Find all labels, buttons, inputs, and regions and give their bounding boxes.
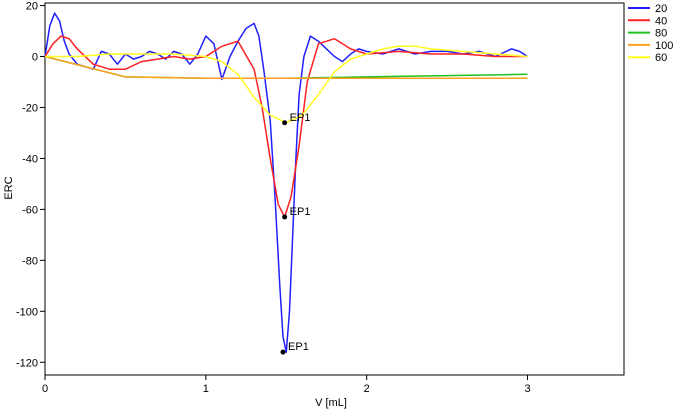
endpoint-label: EP1 — [290, 206, 311, 218]
endpoint-marker — [282, 214, 288, 220]
y-tick-label: -20 — [22, 102, 38, 114]
legend-label-100: 100 — [655, 40, 673, 52]
legend-label-60: 60 — [655, 52, 667, 64]
y-axis-title: ERC — [3, 176, 15, 199]
legend-label-40: 40 — [655, 15, 667, 27]
y-tick-label: -120 — [16, 357, 38, 369]
y-tick-label: -60 — [22, 204, 38, 216]
x-tick-label: 0 — [42, 383, 48, 395]
y-tick-label: -40 — [22, 153, 38, 165]
endpoint-marker — [280, 349, 286, 355]
series-line-100 — [44, 55, 528, 79]
axes: 0 1 2 3 20 0 -20 -40 -60 -80 -100 -120 — [16, 1, 531, 395]
plot-area — [44, 2, 625, 376]
series-line-60 — [45, 45, 528, 124]
annotations: EP1 EP1 EP1 — [280, 112, 311, 355]
series-lines — [44, 12, 528, 353]
x-tick-label: 2 — [364, 383, 370, 395]
x-tick-label: 1 — [203, 383, 209, 395]
y-tick-label: -100 — [16, 306, 38, 318]
x-tick-label: 3 — [524, 383, 530, 395]
endpoint-label: EP1 — [288, 341, 309, 353]
legend-label-80: 80 — [655, 28, 667, 40]
endpoint-label: EP1 — [290, 112, 311, 124]
plot-frame — [44, 2, 625, 376]
series-line-40 — [44, 35, 528, 218]
x-axis-title: V [mL] — [315, 397, 347, 409]
y-tick-label: 20 — [26, 1, 38, 13]
y-tick-label: -80 — [22, 255, 38, 267]
y-tick-label: 0 — [32, 52, 38, 64]
legend-label-20: 20 — [655, 3, 667, 15]
endpoint-marker — [282, 120, 288, 126]
